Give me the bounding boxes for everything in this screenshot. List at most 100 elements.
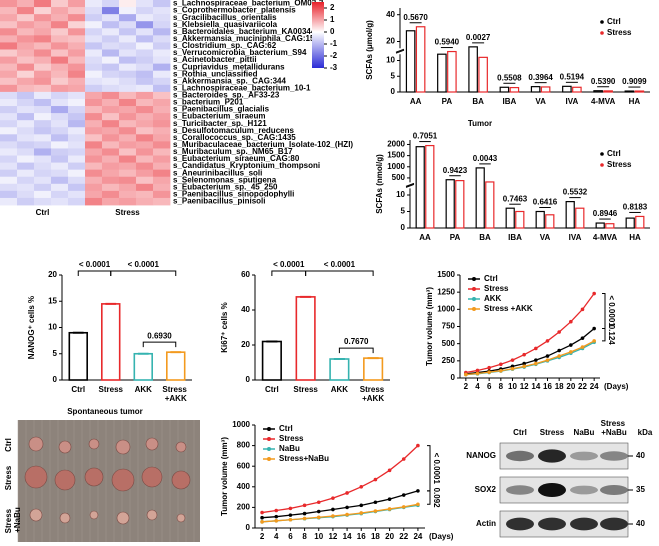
- p-value: 0.7051: [413, 132, 438, 141]
- row-label: s_Eubacterium_siraeum: [173, 112, 266, 121]
- y-tick-label: 800: [237, 441, 251, 450]
- heatmap-cell: [0, 127, 18, 135]
- kda-label: 35: [636, 485, 645, 494]
- blot-band: [570, 451, 598, 461]
- heatmap-cell: [85, 141, 103, 149]
- heatmap-cell: [34, 35, 52, 43]
- legend-marker: [600, 163, 604, 167]
- data-point: [475, 371, 480, 376]
- heatmap-cell: [0, 120, 18, 128]
- x-tick-label: AKK: [331, 385, 349, 394]
- p-value: < 0.0001: [607, 295, 616, 327]
- bar: [635, 215, 645, 229]
- tumor: [111, 468, 135, 492]
- x-tick-label: 18: [555, 382, 564, 391]
- heatmap-cell: [34, 14, 52, 22]
- heatmap-cell: [17, 120, 35, 128]
- heatmap-cell: [17, 197, 35, 206]
- heatmap-cell: [119, 42, 137, 50]
- data-point: [302, 516, 307, 521]
- row-label: s_Eubacterium_siraeum_CAG:80: [173, 154, 300, 163]
- blot-band: [600, 517, 628, 531]
- p-bracket: [338, 347, 374, 354]
- heatmap-cell: [0, 63, 18, 72]
- y-tick-label: 500: [442, 339, 456, 348]
- p-value: 0.0027: [466, 33, 491, 42]
- heatmap-cell: [0, 7, 18, 15]
- heatmap-cell: [34, 7, 52, 15]
- bar: [565, 201, 575, 229]
- heatmap-cell: [0, 42, 18, 50]
- heatmap-cell: [153, 106, 171, 114]
- heatmap-cell: [68, 141, 86, 149]
- heatmap-cell: [34, 134, 52, 142]
- heatmap-cell: [119, 162, 137, 171]
- y-tick-label: 1500: [437, 270, 455, 279]
- heatmap-cell: [34, 84, 52, 93]
- heatmap-cell: [34, 21, 52, 29]
- heatmap-cell: [51, 106, 69, 114]
- heatmap-cell: [153, 49, 171, 57]
- heatmap-cell: [153, 127, 171, 135]
- heatmap-cell: [153, 70, 171, 79]
- heatmap-cell: [34, 148, 52, 156]
- heatmap-cell: [153, 176, 171, 185]
- x-tick-label: HA: [629, 97, 641, 106]
- heatmap-cell: [119, 70, 137, 79]
- y-tick-label: 1000: [232, 420, 250, 429]
- heatmap-cell: [85, 7, 103, 15]
- heatmap-cell: [68, 0, 86, 8]
- heatmap-cell: [68, 49, 86, 57]
- data-point: [534, 346, 538, 351]
- heatmap-cell: [153, 42, 171, 50]
- y-axis-label: SCFAs (μmol/g): [365, 20, 374, 80]
- y-axis-label: NANOG⁺ cells %: [27, 296, 36, 359]
- x-tick-label: Ctrl: [71, 385, 85, 394]
- row-label: s_Desulfotomaculum_reducens: [173, 126, 294, 135]
- heatmap-cell: [136, 134, 154, 142]
- data-point: [302, 511, 307, 516]
- heatmap-cell: [68, 127, 86, 135]
- tumor: [54, 469, 76, 491]
- heatmap-cell: [0, 141, 18, 149]
- y-tick-label: 15: [48, 296, 57, 305]
- row-label: s_bacterium_P201: [173, 98, 244, 107]
- colorbar-label: 0: [330, 27, 335, 36]
- axis-break: [405, 183, 415, 188]
- heatmap-cell: [34, 106, 52, 114]
- heatmap-cell: [102, 197, 120, 206]
- chart-title: Tumor: [468, 119, 492, 128]
- axis-break: [395, 48, 405, 53]
- heatmap-cell: [0, 56, 18, 65]
- heatmap-cell: [17, 56, 35, 65]
- y-tick-label: 250: [442, 356, 456, 365]
- heatmap-cell: [68, 21, 86, 29]
- data-point: [274, 508, 279, 513]
- heatmap-cell: [68, 35, 86, 43]
- p-value: 0.5670: [403, 13, 428, 22]
- blot-row-label: SOX2: [475, 485, 497, 494]
- heatmap-cell: [0, 35, 18, 43]
- data-point: [416, 502, 420, 507]
- data-point: [534, 361, 538, 366]
- heatmap-cell: [119, 148, 137, 156]
- heatmap-cell: [68, 169, 86, 178]
- bar: [505, 207, 515, 229]
- blot-band: [538, 483, 566, 497]
- bar: [545, 214, 555, 229]
- row-label: s_Muribaculaceae_bacterium_Isolate-102_(…: [173, 140, 353, 149]
- x-axis-label: (Days): [429, 532, 454, 541]
- heatmap-cell: [136, 49, 154, 57]
- p-bracket: [427, 490, 431, 505]
- heatmap-cell: [51, 169, 69, 178]
- legend-label: Stress: [279, 434, 304, 443]
- heatmap-cell: [51, 14, 69, 22]
- data-point: [373, 477, 378, 482]
- heatmap-cell: [153, 197, 171, 206]
- heatmap-cell: [85, 169, 103, 178]
- heatmap-cell: [119, 183, 137, 192]
- data-point: [569, 319, 573, 324]
- p-bracket: [427, 445, 431, 492]
- heatmap-cell: [85, 113, 103, 121]
- heatmap-cell: [68, 56, 86, 65]
